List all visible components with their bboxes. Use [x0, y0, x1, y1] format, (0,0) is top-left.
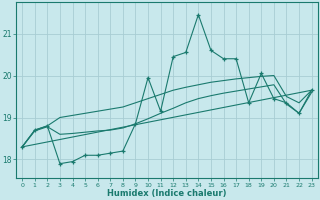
X-axis label: Humidex (Indice chaleur): Humidex (Indice chaleur) — [107, 189, 227, 198]
